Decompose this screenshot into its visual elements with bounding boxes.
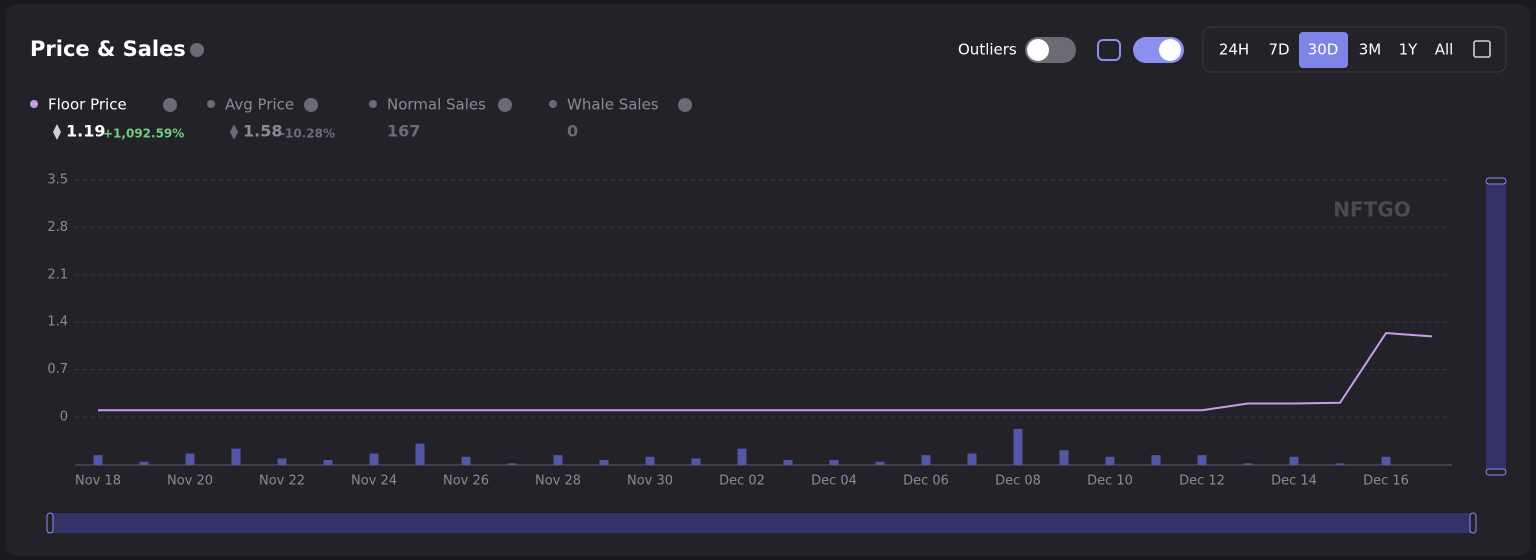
legend-name: Floor Price	[48, 96, 127, 114]
x-tick-label: Nov 30	[627, 474, 673, 489]
bar	[1105, 456, 1115, 465]
bar	[1381, 456, 1391, 465]
x-tick-label: Nov 20	[167, 474, 213, 489]
y-tick-label: 1.4	[47, 315, 68, 330]
scroll-handle[interactable]	[1469, 512, 1477, 534]
legend-change: -10.28%	[280, 127, 335, 141]
legend-value: 0	[567, 122, 578, 141]
x-tick-label: Dec 14	[1271, 474, 1317, 489]
bar	[1335, 463, 1345, 465]
watermark: NFTGO	[1333, 198, 1410, 222]
info-icon[interactable]	[190, 43, 204, 57]
title: Price & Sales	[30, 37, 186, 61]
info-icon[interactable]	[304, 98, 318, 112]
range-button[interactable]: 1Y	[1399, 41, 1419, 59]
h-scrollbar[interactable]	[48, 513, 1475, 533]
range-button[interactable]: All	[1435, 41, 1454, 59]
legend-name: Normal Sales	[387, 96, 486, 114]
bar	[1197, 455, 1207, 465]
bar	[1243, 463, 1253, 465]
bar	[737, 448, 747, 465]
bar	[369, 453, 379, 465]
bar	[1059, 450, 1069, 465]
bar	[645, 456, 655, 465]
bar	[507, 463, 517, 465]
range-button[interactable]: 30D	[1308, 41, 1339, 59]
scroll-handle[interactable]	[1485, 468, 1507, 476]
legend-change: +1,092.59%	[103, 127, 184, 141]
x-tick-label: Nov 22	[259, 474, 305, 489]
v-scrollbar[interactable]	[1486, 180, 1506, 473]
x-tick-label: Dec 06	[903, 474, 949, 489]
x-tick-label: Dec 10	[1087, 474, 1133, 489]
legend-name: Whale Sales	[567, 96, 659, 114]
y-tick-label: 0	[60, 410, 68, 425]
x-tick-label: Dec 04	[811, 474, 857, 489]
bar	[185, 453, 195, 465]
line	[98, 331, 1433, 412]
x-tick-label: Nov 18	[75, 474, 121, 489]
bar	[93, 455, 103, 465]
legend-dot	[30, 100, 38, 108]
bar	[691, 458, 701, 465]
bar	[921, 455, 931, 465]
legend-value: 167	[387, 122, 420, 141]
range-box	[1202, 26, 1507, 73]
toggle-knob	[1159, 39, 1181, 61]
bar	[1151, 455, 1161, 465]
range-active[interactable]	[1299, 32, 1348, 68]
y-tick-label: 0.7	[47, 362, 68, 377]
bar	[967, 453, 977, 465]
filter-icon[interactable]	[1097, 39, 1121, 61]
legend-value: 1.19	[66, 122, 105, 141]
bar	[1289, 456, 1299, 465]
info-icon[interactable]	[678, 98, 692, 112]
legend-value: 1.58	[243, 122, 282, 141]
bar	[231, 448, 241, 465]
bar	[829, 460, 839, 465]
x-tick-label: Dec 12	[1179, 474, 1225, 489]
legend-name: Avg Price	[225, 96, 294, 114]
bar	[553, 455, 563, 465]
range-button[interactable]: 3M	[1359, 41, 1382, 59]
bar	[783, 460, 793, 465]
legend-dot	[207, 100, 215, 108]
x-tick-label: Dec 16	[1363, 474, 1409, 489]
x-tick-label: Nov 24	[351, 474, 397, 489]
scroll-handle[interactable]	[46, 512, 54, 534]
eth-icon	[53, 124, 61, 140]
legend-dot	[369, 100, 377, 108]
range-button[interactable]: 7D	[1268, 41, 1289, 59]
bar	[1013, 428, 1023, 465]
range-button[interactable]: 24H	[1219, 41, 1249, 59]
bar	[875, 461, 885, 465]
bar	[139, 461, 149, 465]
y-tick-label: 3.5	[47, 173, 68, 188]
x-tick-label: Dec 02	[719, 474, 765, 489]
toggle-knob	[1027, 39, 1049, 61]
info-icon[interactable]	[163, 98, 177, 112]
bar	[415, 443, 425, 465]
panel	[6, 4, 1530, 556]
calendar-icon[interactable]	[1473, 40, 1491, 58]
info-icon[interactable]	[498, 98, 512, 112]
legend-dot	[549, 100, 557, 108]
bar	[277, 458, 287, 465]
x-tick-label: Nov 26	[443, 474, 489, 489]
eth-icon	[230, 124, 238, 140]
x-tick-label: Dec 08	[995, 474, 1041, 489]
y-tick-label: 2.8	[47, 220, 68, 235]
scroll-handle[interactable]	[1485, 177, 1507, 185]
bar	[323, 460, 333, 465]
y-tick-label: 2.1	[47, 267, 68, 282]
bar	[599, 460, 609, 465]
x-tick-label: Nov 28	[535, 474, 581, 489]
bar	[461, 456, 471, 465]
outliers-label: Outliers	[958, 41, 1017, 59]
